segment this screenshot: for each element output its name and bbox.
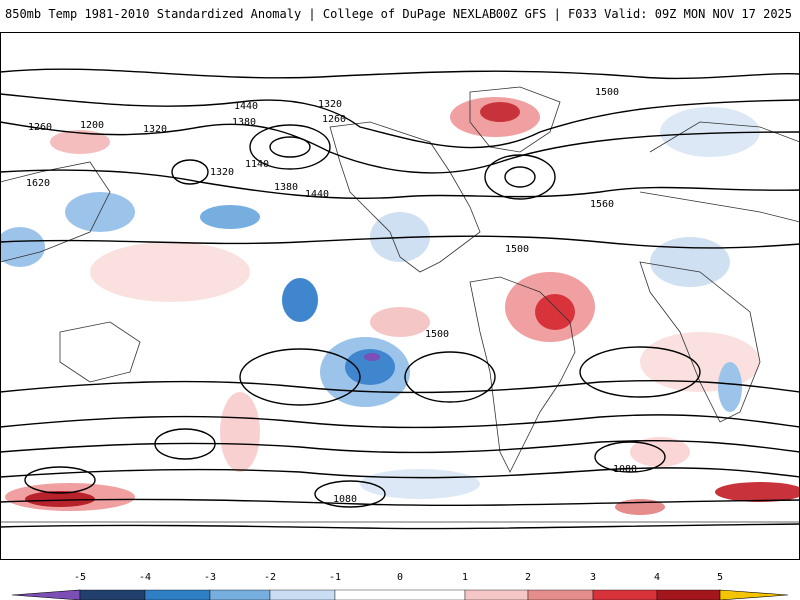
- colorbar-tick-label: -1: [329, 572, 341, 583]
- warm-anomaly: [630, 437, 690, 467]
- colorbar-tick-label: -5: [74, 572, 86, 583]
- cold-anomaly: [200, 205, 260, 229]
- contour-line: [0, 68, 800, 80]
- warm-anomaly: [480, 102, 520, 122]
- warm-anomaly: [220, 392, 260, 472]
- colorbar-tick-label: 1: [462, 572, 468, 583]
- contour-label: 1440: [234, 101, 258, 112]
- run-info: 00Z GFS | F033 Valid: 09Z MON NOV 17 202…: [495, 7, 792, 21]
- warm-anomaly: [370, 307, 430, 337]
- contour-label: 1500: [595, 87, 619, 98]
- contour-label: 1080: [613, 464, 637, 475]
- cold-anomaly: [360, 469, 480, 499]
- contour-low-center: [484, 154, 556, 200]
- coastlines: [0, 86, 800, 523]
- contour-low-center: [504, 166, 536, 188]
- colorbar-tick-label: 3: [590, 572, 596, 583]
- contour-label: 1200: [80, 120, 104, 131]
- colorbar-swatch: [464, 589, 529, 600]
- contour-label: 1260: [322, 114, 346, 125]
- contour-line: [0, 379, 800, 394]
- cold-anomaly: [364, 353, 380, 361]
- contour-label: 1080: [333, 494, 357, 505]
- contour-low-center: [249, 124, 331, 170]
- warm-anomaly: [25, 491, 95, 507]
- colorbar-ticks: -5 -4 -3 -2 -1 0 1 2 3 4 5: [74, 572, 723, 583]
- coast-europe-africa: [639, 121, 800, 423]
- contour-line: [0, 93, 800, 149]
- anomaly-shading: [0, 97, 800, 515]
- colorbar-swatch: [527, 589, 594, 600]
- cold-anomaly: [650, 237, 730, 287]
- contour-low-center: [314, 480, 386, 508]
- colorbar-swatch: [144, 589, 211, 600]
- colorbar-tick-label: 5: [717, 572, 723, 583]
- warm-anomaly: [640, 332, 760, 392]
- contour-low-center: [154, 428, 216, 460]
- colorbar: -5 -4 -3 -2 -1 0 1 2 3 4 5: [11, 572, 789, 600]
- warm-anomaly: [615, 499, 665, 515]
- colorbar-swatch: [592, 589, 658, 600]
- warm-anomaly: [50, 130, 110, 154]
- contour-line: [0, 439, 800, 454]
- contour-label: 1500: [505, 244, 529, 255]
- header-bar: 850mb Temp 1981-2010 Standardized Anomal…: [0, 0, 800, 30]
- contour-high-center: [579, 346, 701, 398]
- contour-high-center: [404, 351, 496, 403]
- contour-label: 1500: [425, 329, 449, 340]
- colorbar-swatch: [656, 589, 721, 600]
- warm-anomaly: [715, 482, 800, 502]
- colorbar-swatch: [79, 589, 146, 600]
- colorbar-min-arrow: [11, 589, 81, 600]
- map-panel: 1440 1320 1500 1260 1200 1380 1320 1260 …: [0, 32, 800, 560]
- colorbar-tick-label: 2: [525, 572, 531, 583]
- contour-label: 1560: [590, 199, 614, 210]
- contour-line: [0, 414, 800, 429]
- height-contours: [0, 68, 800, 530]
- cold-anomaly: [718, 362, 742, 412]
- contour-label: 1260: [28, 122, 52, 133]
- warm-anomaly: [90, 242, 250, 302]
- contour-low-center: [269, 136, 311, 158]
- contour-label: 1320: [143, 124, 167, 135]
- contour-line: [0, 523, 800, 530]
- cold-anomaly: [345, 349, 395, 385]
- contour-low-center: [594, 441, 666, 473]
- contour-label: 1620: [26, 178, 50, 189]
- colorbar-swatch: [269, 589, 336, 600]
- contour-label: 1140: [245, 159, 269, 170]
- warm-anomaly: [535, 294, 575, 330]
- colorbar-tick-label: -4: [139, 572, 151, 583]
- coast-greenland: [469, 86, 561, 153]
- colorbar-max-arrow: [719, 589, 789, 600]
- cold-anomaly: [660, 107, 760, 157]
- contour-line: [0, 235, 800, 249]
- contour-labels: 1440 1320 1500 1260 1200 1380 1320 1260 …: [26, 87, 637, 505]
- colorbar-swatch: [334, 589, 466, 600]
- contour-label: 1380: [274, 182, 298, 193]
- contour-line: [0, 121, 800, 174]
- contour-label: 1380: [232, 117, 256, 128]
- contour-low-center: [24, 466, 96, 494]
- colorbar-tick-label: 0: [397, 572, 403, 583]
- cold-anomaly: [282, 278, 318, 322]
- map-title: 850mb Temp 1981-2010 Standardized Anomal…: [5, 7, 497, 21]
- contour-low-center: [171, 159, 209, 185]
- colorbar-tick-label: -2: [264, 572, 276, 583]
- coast-asia-australia: [0, 161, 141, 383]
- colorbar-swatch: [209, 589, 271, 600]
- contour-line: [0, 498, 800, 507]
- contour-line: [0, 169, 800, 200]
- contour-high-center: [239, 348, 361, 406]
- coast-south-america: [469, 276, 576, 473]
- colorbar-tick-label: -3: [204, 572, 216, 583]
- cold-anomaly: [0, 227, 45, 267]
- contour-line: [0, 467, 800, 479]
- colorbar-tick-label: 4: [654, 572, 660, 583]
- contour-label: 1440: [305, 189, 329, 200]
- contour-label: 1320: [210, 167, 234, 178]
- coast-north-america: [329, 121, 481, 273]
- contour-label: 1320: [318, 99, 342, 110]
